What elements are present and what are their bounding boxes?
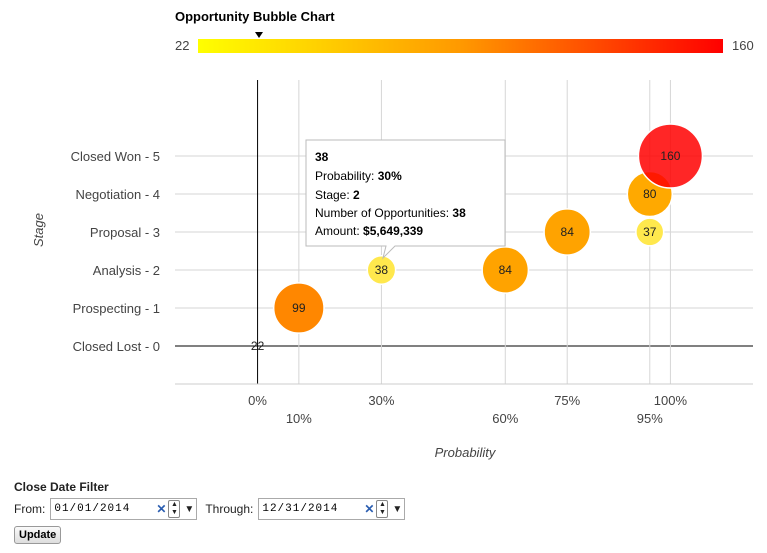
from-clear-icon[interactable]: ✕ [156,502,167,516]
through-clear-icon[interactable]: ✕ [364,502,375,516]
bubble[interactable] [481,246,530,294]
bubble-label: 37 [643,225,657,239]
y-tick-label: Closed Won - 5 [71,149,160,164]
bubble-chart: Opportunity Bubble Chart 22 160 Closed L… [31,9,754,460]
y-tick-label: Closed Lost - 0 [73,339,160,354]
from-spinner-icon[interactable]: ▲ ▼ [168,500,181,518]
y-tick-label: Prospecting - 1 [73,301,160,316]
bubble-label: 80 [643,187,657,201]
through-label: Through: [205,502,254,516]
through-date-input[interactable] [262,503,363,515]
filter-date-row: From: ✕ ▲▼ ▼ Through: ✕ ▲▼ ▼ [14,498,406,520]
x-tick-label: 0% [248,393,267,408]
x-axis-title: Probability [435,445,497,460]
legend-marker [255,32,263,38]
from-label: From: [14,502,46,516]
x-tick-label: 95% [637,411,663,426]
y-tick-label: Proposal - 3 [90,225,160,240]
bubble[interactable] [272,282,325,334]
tooltip-amount: Amount: $5,649,339 [315,224,423,238]
bubble-label: 38 [375,263,389,277]
from-dropdown-icon[interactable]: ▼ [184,503,195,515]
bubble-label: 84 [499,263,513,277]
through-spinner-icon[interactable]: ▲ ▼ [376,500,389,518]
bubble-label: 22 [251,339,265,353]
through-dropdown-icon[interactable]: ▼ [392,503,403,515]
x-tick-label: 30% [368,393,394,408]
x-tick-label: 100% [654,393,688,408]
x-tick-label: 60% [492,411,518,426]
through-date-picker[interactable]: ✕ ▲▼ ▼ [258,498,406,520]
tooltip-title: 38 [315,150,329,164]
bubbles: 22 99 38 84 84 37 80 160 [251,123,704,353]
tooltip-stage: Stage: 2 [315,188,360,202]
legend-max-label: 160 [732,38,754,53]
tooltip-box [305,139,506,260]
y-tick-label: Negotiation - 4 [75,187,160,202]
bubble[interactable] [366,255,397,285]
close-date-filter: Close Date Filter From: ✕ ▲▼ ▼ Through: … [14,480,406,544]
x-tick-label: 75% [554,393,580,408]
y-axis-title: Stage [31,213,46,247]
tooltip-probability: Probability: 30% [315,169,402,183]
bubble-label: 84 [561,225,575,239]
from-date-input[interactable] [54,503,155,515]
bubble[interactable] [635,217,665,247]
color-legend: 22 160 [175,32,754,53]
legend-gradient-bar [198,39,723,53]
bubble-label: 99 [292,301,306,315]
tooltip-opportunities: Number of Opportunities: 38 [315,206,466,220]
legend-min-label: 22 [175,38,189,53]
bubble[interactable] [543,208,592,256]
tooltip: 38 Probability: 30% Stage: 2 Number of O… [305,139,506,260]
update-button[interactable]: Update [14,526,62,544]
axis-ticks: Closed Lost - 0 Prospecting - 1 Analysis -… [71,149,688,426]
bubble-label: 160 [660,149,680,163]
chart-title: Opportunity Bubble Chart [175,9,335,24]
y-tick-label: Analysis - 2 [93,263,160,278]
from-date-picker[interactable]: ✕ ▲▼ ▼ [50,498,198,520]
filter-title: Close Date Filter [14,480,109,494]
x-tick-label: 10% [286,411,312,426]
bubble[interactable] [637,123,704,189]
